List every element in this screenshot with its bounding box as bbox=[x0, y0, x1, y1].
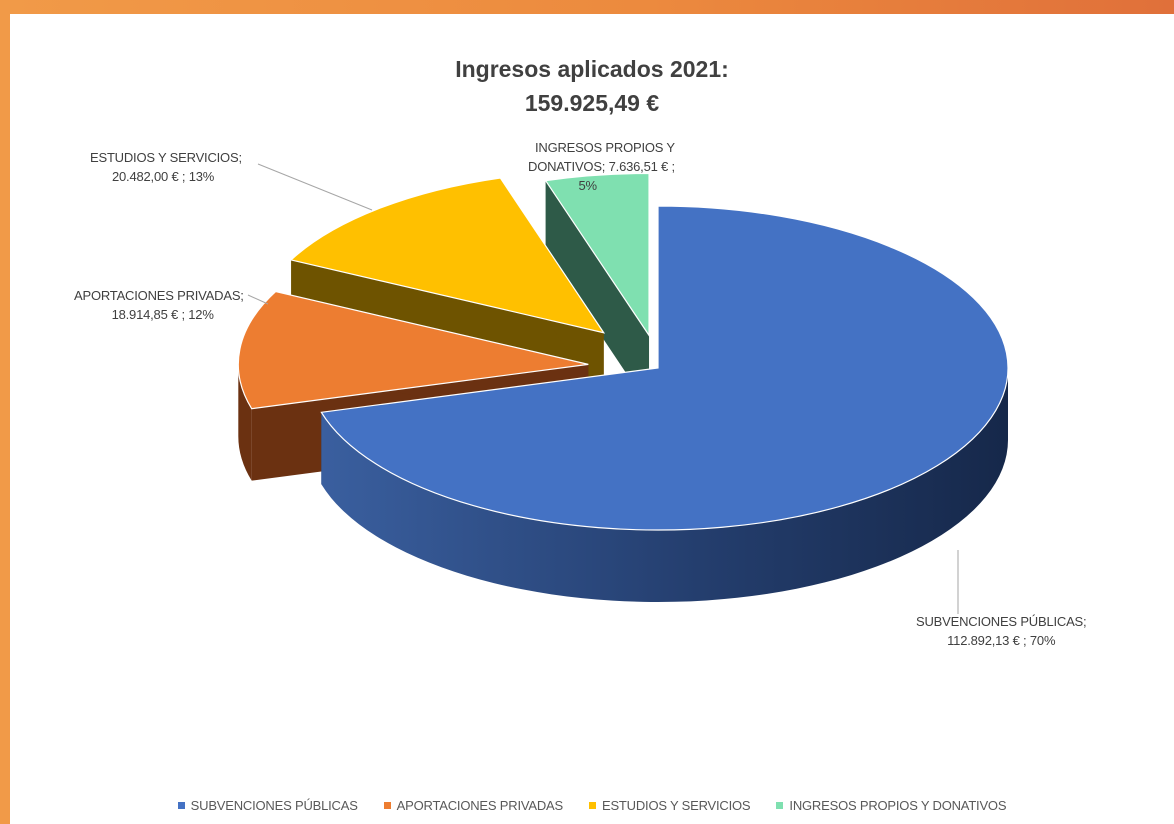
legend-label-estudios: ESTUDIOS Y SERVICIOS bbox=[601, 798, 751, 813]
legend-swatch-ingresos bbox=[776, 802, 784, 809]
label-aportaciones-name: APORTACIONES PRIVADAS; bbox=[74, 288, 244, 303]
legend-item-subvenciones: SUBVENCIONES PÚBLICAS bbox=[177, 798, 358, 813]
label-estudios-value: 20.482,00 € ; 13% bbox=[112, 169, 215, 184]
label-ingresos: INGRESOS PROPIOS Y DONATIVOS; 7.636,51 €… bbox=[528, 138, 675, 195]
legend-label-subvenciones: SUBVENCIONES PÚBLICAS bbox=[190, 798, 358, 813]
leader-aportaciones bbox=[247, 294, 269, 305]
slice-estudios bbox=[289, 177, 606, 334]
label-subvenciones: SUBVENCIONES PÚBLICAS; 112.892,13 € ; 70… bbox=[916, 612, 1087, 650]
slice-subvenciones-rim bbox=[321, 368, 1009, 603]
chart-legend: SUBVENCIONES PÚBLICAS APORTACIONES PRIVA… bbox=[10, 798, 1174, 813]
slice-aportaciones-rim bbox=[238, 364, 252, 481]
slice-aportaciones bbox=[237, 290, 589, 410]
slice-ingresos-wall-0 bbox=[545, 180, 650, 408]
label-ingresos-line1: INGRESOS PROPIOS Y bbox=[534, 140, 675, 155]
slice-subvenciones bbox=[320, 205, 1009, 531]
label-subvenciones-value: 112.892,13 € ; 70% bbox=[947, 633, 1056, 648]
chart-subtitle: 159.925,49 € bbox=[524, 90, 660, 116]
legend-item-aportaciones: APORTACIONES PRIVADAS bbox=[383, 798, 563, 813]
label-estudios: ESTUDIOS Y SERVICIOS; 20.482,00 € ; 13% bbox=[90, 148, 242, 186]
legend-item-estudios: ESTUDIOS Y SERVICIOS bbox=[588, 798, 751, 813]
pie-chart bbox=[237, 163, 1009, 614]
label-aportaciones: APORTACIONES PRIVADAS; 18.914,85 € ; 12% bbox=[74, 286, 244, 324]
legend-item-ingresos: INGRESOS PROPIOS Y DONATIVOS bbox=[776, 798, 1007, 813]
legend-swatch-estudios bbox=[588, 802, 596, 809]
slice-ingresos bbox=[544, 172, 650, 338]
leader-estudios bbox=[257, 163, 373, 211]
legend-swatch-aportaciones bbox=[383, 802, 391, 809]
label-ingresos-line3: 5% bbox=[578, 178, 598, 193]
label-estudios-name: ESTUDIOS Y SERVICIOS; bbox=[90, 150, 242, 165]
chart-panel: Ingresos aplicados 2021: 159.925,49 € ES… bbox=[10, 14, 1174, 824]
legend-swatch-subvenciones bbox=[177, 802, 185, 809]
legend-label-aportaciones: APORTACIONES PRIVADAS bbox=[396, 798, 563, 813]
chart-title: Ingresos aplicados 2021: bbox=[455, 56, 729, 82]
label-aportaciones-value: 18.914,85 € ; 12% bbox=[111, 307, 214, 322]
label-subvenciones-name: SUBVENCIONES PÚBLICAS; bbox=[916, 614, 1087, 629]
label-ingresos-line2: DONATIVOS; 7.636,51 € ; bbox=[528, 159, 675, 174]
legend-label-ingresos: INGRESOS PROPIOS Y DONATIVOS bbox=[789, 798, 1007, 813]
